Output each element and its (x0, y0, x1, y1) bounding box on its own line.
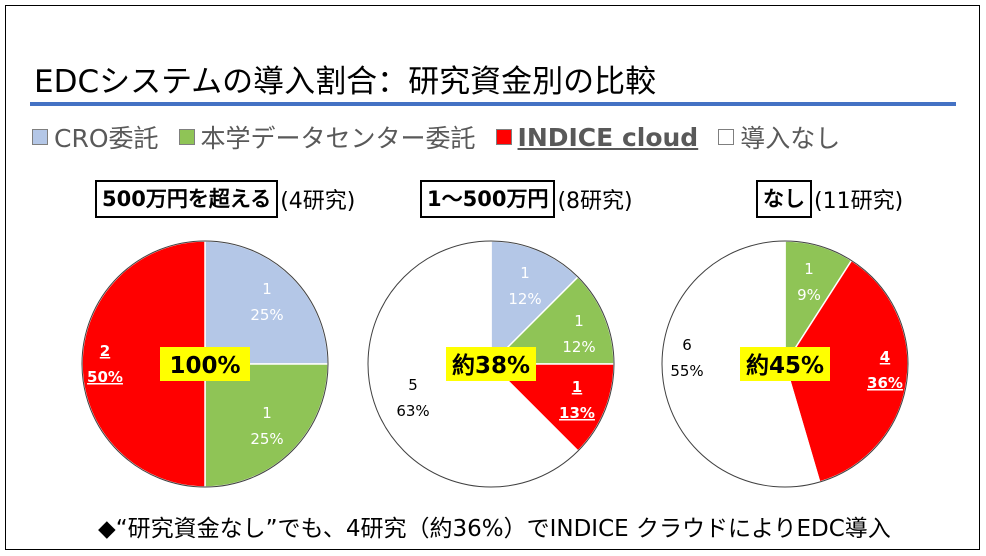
pie-3-center-badge (740, 347, 830, 381)
pie-2-center-badge (446, 347, 536, 381)
legend-label-datacenter: 本学データセンター委託 (200, 124, 476, 153)
pie-3-outline (661, 240, 909, 488)
pie-3-center-label: 約45% (746, 352, 824, 379)
pie-1-slice-3-value-label: 2 (100, 342, 110, 360)
pie-3-slice-3-percent-label: 55% (670, 362, 703, 380)
group-box-none: なし (756, 180, 812, 218)
pie-1-slice-2-value-label: 1 (262, 404, 272, 422)
pie-2-slice-1-value-label: 1 (520, 264, 530, 282)
title-underline (30, 102, 956, 106)
pie-3-slice-3-value-label: 6 (682, 336, 692, 354)
group-count-none: (11研究) (814, 189, 904, 214)
legend-item-cro: CRO委託 (32, 119, 159, 155)
legend-item-none: 導入なし (718, 119, 840, 155)
pie-3-slice-1-value-label: 1 (804, 260, 814, 278)
pie-chart-2: 1 12% 1 12% 1 13% 5 63% 約38% (367, 240, 615, 488)
legend-label-cro: CRO委託 (54, 124, 159, 153)
pie-2-slice-2-percent-label: 12% (562, 338, 595, 356)
pie-1-slice-1-percent-label: 25% (250, 306, 283, 324)
legend-label-none: 導入なし (740, 124, 841, 153)
pie-1-slice-2 (204, 363, 329, 488)
pie-2-slice-4-percent-label: 63% (396, 402, 429, 420)
pie-1-slice-2-percent-label: 25% (250, 430, 283, 448)
pie-1-center-badge (160, 347, 250, 381)
group-count-1to5m: (8研究) (557, 189, 633, 214)
group-count-over5m: (4研究) (280, 189, 356, 214)
pie-chart-1: 1 25% 1 25% 2 50% 100% (81, 240, 329, 488)
pie-2-slice-3-percent-label: 13% (559, 404, 595, 422)
group-box-over5m: 500万円を超える (95, 180, 279, 218)
pie-2-slice-3-value-label: 1 (572, 378, 582, 396)
pie-chart-3: 1 9% 4 36% 6 55% 約45% (661, 240, 909, 488)
pie-1-slice-3-percent-label: 50% (87, 368, 123, 386)
legend-label-indice: INDICE cloud (517, 122, 699, 152)
pie-3-slice-1-percent-label: 9% (797, 286, 821, 304)
group-box-1to5m: 1～500万円 (420, 180, 556, 218)
group-label-1to5m: 1～500万円 (8研究) (420, 177, 633, 221)
slide-frame (5, 5, 980, 550)
legend-item-datacenter: 本学データセンター委託 (178, 119, 476, 155)
pie-1-slice-1 (204, 240, 329, 365)
legend-item-indice: INDICE cloud (495, 122, 699, 152)
pie-2-slice-1-percent-label: 12% (508, 290, 541, 308)
pie-3-slice-2-percent-label: 36% (867, 374, 903, 392)
pie-3-slice-2-value-label: 4 (880, 348, 890, 366)
pie-1-slice-1-value-label: 1 (262, 280, 272, 298)
legend: CRO委託 本学データセンター委託 INDICE cloud 導入なし (32, 120, 860, 154)
group-label-none: なし (11研究) (756, 177, 903, 221)
legend-swatch-indice (495, 129, 512, 145)
pie-1-center-label: 100% (169, 353, 240, 379)
group-label-over5m: 500万円を超える (4研究) (95, 177, 355, 221)
legend-swatch-datacenter (178, 129, 195, 145)
footer-note: ◆“研究資金なし”でも、4研究（約36%）でINDICE クラウドによりEDC導… (98, 516, 891, 542)
legend-swatch-cro (32, 129, 48, 145)
pie-1-outline (81, 240, 329, 488)
pie-2-slice-2-value-label: 1 (574, 312, 584, 330)
legend-swatch-none (718, 129, 735, 145)
pie-2-outline (367, 240, 615, 488)
pie-2-center-label: 約38% (452, 352, 530, 379)
pie-2-slice-4-value-label: 5 (408, 376, 418, 394)
slide-title: EDCシステムの導入割合：研究資金別の比較 (34, 64, 657, 100)
